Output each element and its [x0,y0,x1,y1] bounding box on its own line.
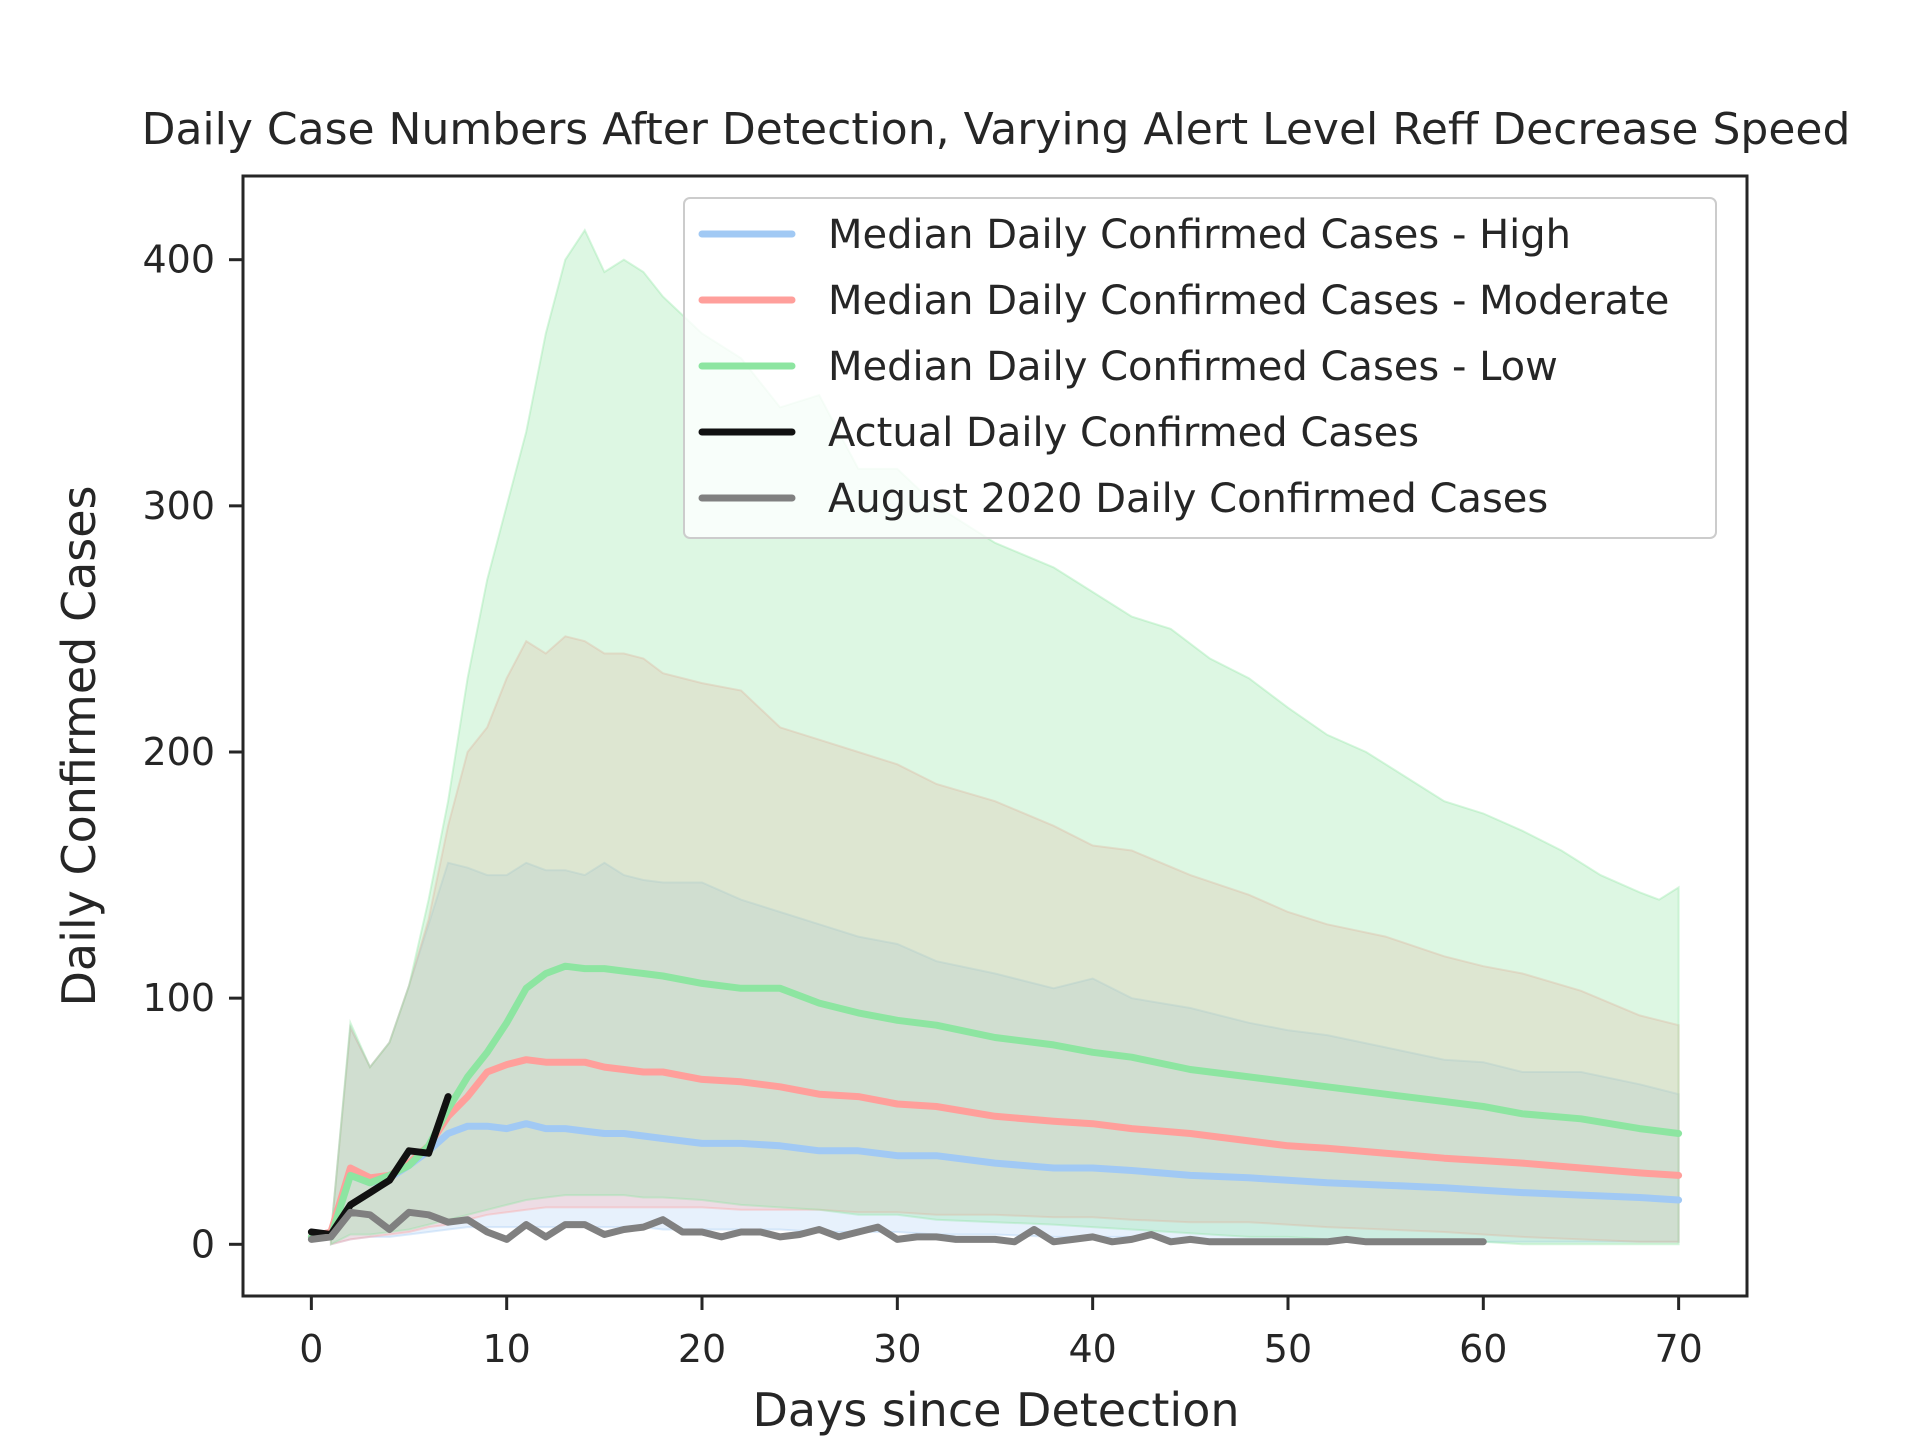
y-tick-label: 200 [142,730,215,774]
legend: Median Daily Confirmed Cases - High Media… [683,197,1717,539]
x-tick-label: 60 [1459,1327,1507,1371]
x-axis: 0 10 20 30 40 50 60 70 [299,1296,1703,1371]
y-axis: 0 100 200 300 400 [142,238,243,1266]
legend-box [683,197,1717,539]
y-axis-label: Daily Confirmed Cases [52,486,106,1007]
x-tick-label: 10 [483,1327,531,1371]
x-tick-label: 0 [299,1327,323,1371]
series-line-5 [307,1208,1487,1246]
y-tick-label: 100 [142,976,215,1020]
legend-label: Median Daily Confirmed Cases - Moderate [828,278,1669,324]
x-tick-label: 50 [1264,1327,1312,1371]
chart-title: Daily Case Numbers After Detection, Vary… [142,104,1851,155]
x-axis-label: Days since Detection [753,1383,1240,1437]
lines-layer [307,962,1683,1246]
band-low [329,228,1680,1246]
legend-label: Median Daily Confirmed Cases - Low [828,344,1558,390]
legend-entries: Median Daily Confirmed Cases - High Media… [698,212,1669,522]
y-tick-label: 0 [191,1222,215,1266]
y-tick-label: 400 [142,238,215,282]
band-moderate [329,635,1680,1246]
x-tick-label: 40 [1068,1327,1116,1371]
x-tick-label: 30 [873,1327,921,1371]
series-line-1 [307,1120,1683,1241]
x-tick-label: 20 [678,1327,726,1371]
plot-frame [241,174,1749,1298]
y-tick-label: 300 [142,484,215,528]
legend-label: Median Daily Confirmed Cases - High [828,212,1571,258]
legend-label: August 2020 Daily Confirmed Cases [828,476,1548,522]
legend-label: Actual Daily Confirmed Cases [828,410,1419,456]
x-tick-label: 70 [1654,1327,1702,1371]
